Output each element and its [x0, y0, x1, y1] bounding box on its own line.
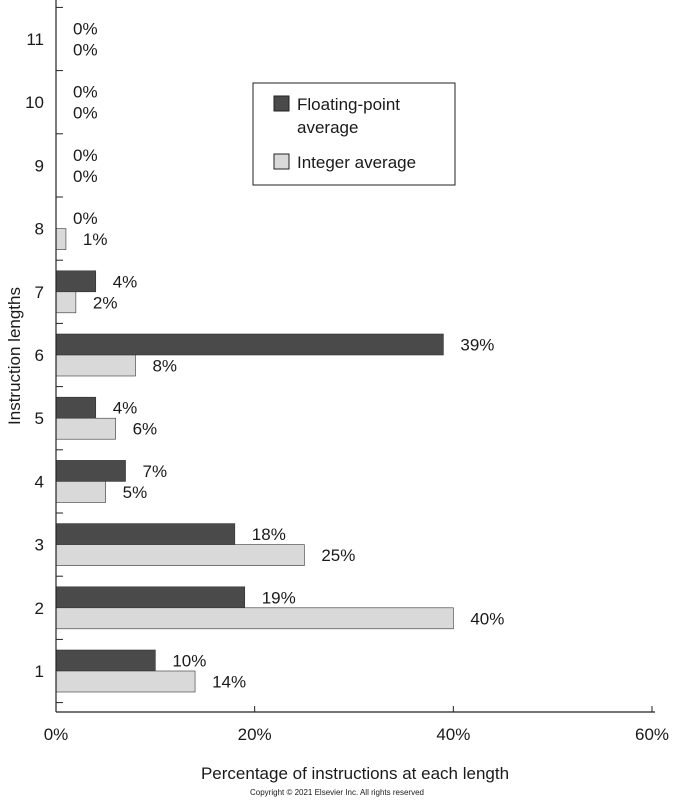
- bar-integer-6: [55, 354, 136, 377]
- y-tick-label-10: 10: [25, 93, 44, 112]
- bar-integer-4: [55, 481, 106, 503]
- legend: Floating-point average Integer average: [252, 82, 456, 186]
- data-label-floating-point-4: 7%: [143, 462, 168, 481]
- x-axis-title: Percentage of instructions at each lengt…: [201, 764, 509, 783]
- y-tick-label-2: 2: [35, 599, 44, 618]
- bar-integer-5: [55, 417, 116, 440]
- copyright-notice: Copyright © 2021 Elsevier Inc. All right…: [250, 788, 424, 797]
- bar-integer-2: [55, 607, 454, 630]
- data-label-floating-point-8: 0%: [73, 209, 98, 228]
- bar-integer-1: [55, 670, 196, 693]
- bar-floating-point-4: [55, 460, 126, 482]
- y-axis-title: Instruction lengths: [5, 287, 24, 425]
- legend-label-floating-point-line2: average: [297, 118, 358, 137]
- legend-label-integer: Integer average: [297, 153, 416, 172]
- x-ticks: 0% 20% 40% 60%: [44, 706, 669, 744]
- y-tick-label-1: 1: [35, 662, 44, 681]
- bar-floating-point-5: [55, 396, 97, 419]
- bar-floating-point-3: [55, 523, 236, 545]
- data-label-integer-7: 2%: [93, 293, 118, 312]
- y-tick-label-3: 3: [35, 536, 44, 555]
- data-label-integer-11: 0%: [73, 41, 98, 60]
- y-tick-label-4: 4: [35, 472, 44, 491]
- y-tick-label-7: 7: [35, 283, 44, 302]
- bar-floating-point-1: [55, 649, 156, 672]
- bar-integer-8: [55, 228, 67, 250]
- bar-floating-point-6: [55, 333, 444, 356]
- data-label-integer-2: 40%: [470, 609, 504, 628]
- bar-integer-3: [55, 544, 305, 566]
- legend-swatch-integer: [273, 153, 290, 170]
- legend-label-floating-point-line1: Floating-point: [297, 95, 400, 114]
- legend-swatch-floating-point: [273, 95, 290, 112]
- data-label-floating-point-2: 19%: [262, 588, 296, 607]
- x-tick-label: 20%: [238, 725, 272, 744]
- bar-integer-7: [55, 291, 77, 314]
- data-label-integer-4: 5%: [123, 483, 148, 502]
- data-label-floating-point-11: 0%: [73, 20, 98, 39]
- data-label-integer-10: 0%: [73, 104, 98, 123]
- y-tick-label-5: 5: [35, 409, 44, 428]
- data-label-integer-9: 0%: [73, 167, 98, 186]
- y-tick-labels: 1 2 3 4 5 6 7 8 9 10 11: [25, 6, 63, 704]
- data-label-floating-point-1: 10%: [172, 652, 206, 671]
- y-tick-label-9: 9: [35, 156, 44, 175]
- data-label-integer-5: 6%: [133, 420, 158, 439]
- y-tick-label-8: 8: [35, 220, 44, 239]
- data-label-floating-point-5: 4%: [113, 399, 138, 418]
- bar-floating-point-2: [55, 586, 246, 609]
- data-label-integer-8: 1%: [83, 230, 108, 249]
- data-label-floating-point-10: 0%: [73, 83, 98, 102]
- data-label-floating-point-6: 39%: [460, 336, 494, 355]
- y-tick-label-11: 11: [26, 30, 44, 49]
- data-label-integer-1: 14%: [212, 673, 246, 692]
- x-tick-label: 0%: [44, 725, 69, 744]
- bars-group: 10% 14% 19% 40% 18% 25% 7% 5% 4% 6% 39% 8% 4% 2% 0% 1% 0…: [55, 20, 504, 693]
- bar-floating-point-7: [55, 270, 97, 293]
- data-label-floating-point-9: 0%: [73, 146, 98, 165]
- y-tick-label-6: 6: [35, 346, 44, 365]
- data-label-floating-point-7: 4%: [113, 272, 138, 291]
- x-tick-label: 60%: [635, 725, 669, 744]
- data-label-integer-3: 25%: [321, 546, 355, 565]
- data-label-integer-6: 8%: [152, 357, 177, 376]
- x-tick-label: 40%: [436, 725, 470, 744]
- data-label-floating-point-3: 18%: [252, 525, 286, 544]
